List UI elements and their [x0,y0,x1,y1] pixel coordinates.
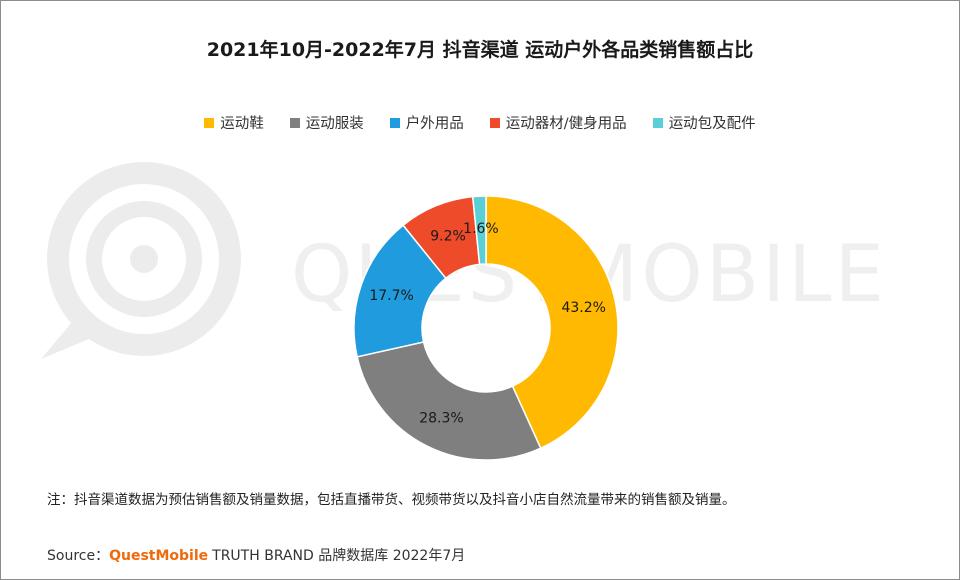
legend-item: 户外用品 [389,112,464,133]
donut-slice [356,341,542,461]
source-prefix: Source： [47,548,110,564]
legend-swatch [289,117,300,128]
legend-swatch [389,117,400,128]
chart-title: 2021年10月-2022年7月 抖音渠道 运动户外各品类销售额占比 [206,39,754,61]
data-label: 17.7% [369,288,413,304]
data-label: 1.6% [463,221,499,237]
legend-swatch [652,117,663,128]
data-label: 28.3% [419,411,463,427]
donut-slice [353,224,447,358]
legend-label: 运动器材/健身用品 [505,116,627,132]
legend-item: 运动鞋 [204,112,264,133]
footnote: 注：抖音渠道数据为预估销售额及销量数据，包括直播带货、视频带货以及抖音小店自然流… [47,492,736,508]
data-label: 9.2% [430,228,466,244]
data-label: 43.2% [561,300,605,316]
source-brand: QuestMobile [109,548,209,564]
legend-label: 户外用品 [405,116,464,132]
legend-swatch [489,117,500,128]
source-suffix: TRUTH BRAND 品牌数据库 2022年7月 [212,548,466,564]
legend-label: 运动鞋 [220,116,264,132]
donut-slice [471,195,487,266]
source-line: Source： QuestMobile TRUTH BRAND 品牌数据库 20… [47,545,465,565]
donut-slice [485,195,619,450]
watermark-logo-icon [41,162,241,359]
legend-label: 运动包及配件 [668,116,756,132]
legend: 运动鞋 运动服装 户外用品 运动器材/健身用品 运动包及配件 [1,112,959,133]
legend-item: 运动器材/健身用品 [489,112,627,133]
legend-label: 运动服装 [305,116,364,132]
legend-item: 运动服装 [289,112,364,133]
legend-item: 运动包及配件 [652,112,756,133]
legend-swatch [204,117,215,128]
